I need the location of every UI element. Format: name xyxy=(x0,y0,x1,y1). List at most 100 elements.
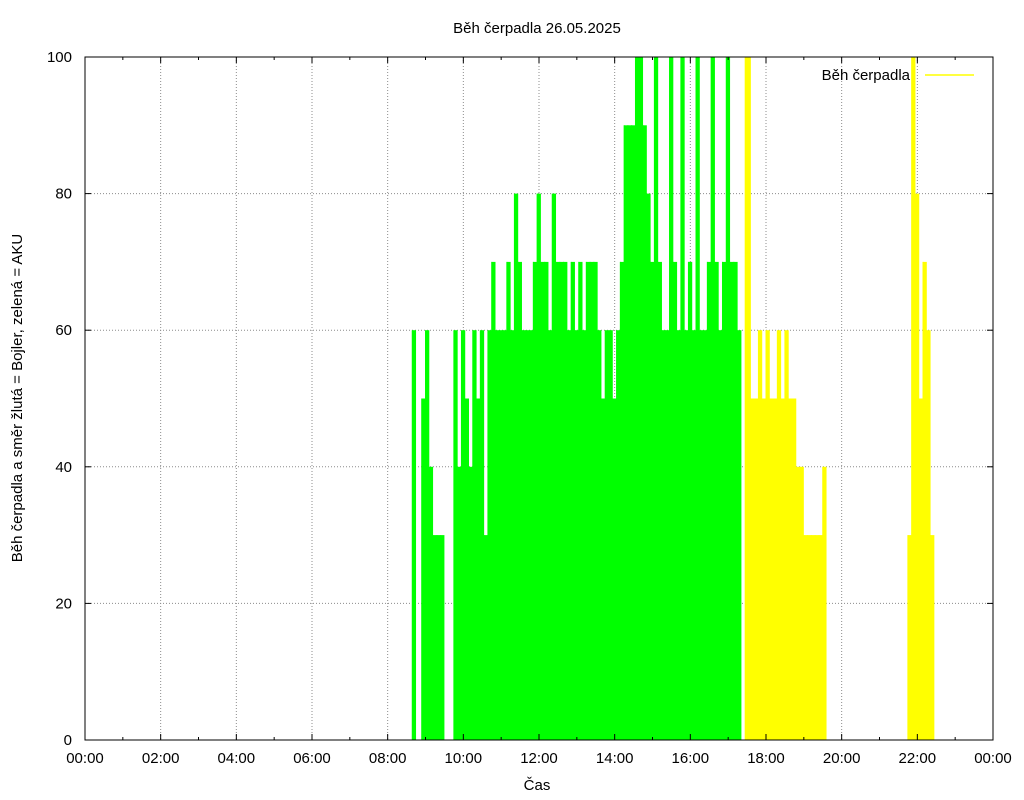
bar xyxy=(624,125,628,741)
bar xyxy=(788,398,793,740)
bar xyxy=(733,261,738,740)
bar xyxy=(525,330,530,740)
bar xyxy=(529,330,534,740)
bar xyxy=(582,330,587,740)
x-tick-label: 08:00 xyxy=(369,750,407,767)
x-tick-label: 00:00 xyxy=(66,750,104,767)
chart-title: Běh čerpadla 26.05.2025 xyxy=(453,20,621,37)
bar xyxy=(506,261,511,740)
bar xyxy=(919,398,924,740)
x-tick-label: 22:00 xyxy=(899,750,937,767)
bar xyxy=(930,535,935,740)
bar xyxy=(677,330,681,740)
bar xyxy=(620,261,625,740)
x-axis-label: Čas xyxy=(524,777,551,794)
bar xyxy=(650,261,655,740)
bar xyxy=(465,398,470,740)
bar xyxy=(429,466,434,740)
bar xyxy=(533,261,538,740)
bar xyxy=(472,330,477,740)
bar xyxy=(440,535,445,740)
bar xyxy=(627,125,632,741)
bar xyxy=(646,193,651,741)
bar xyxy=(436,535,441,740)
bar xyxy=(635,57,640,740)
bar xyxy=(495,330,500,740)
x-tick-label: 04:00 xyxy=(218,750,256,767)
bar xyxy=(612,398,617,740)
bar xyxy=(578,261,583,740)
bar xyxy=(563,261,568,740)
bar xyxy=(480,330,485,740)
bar xyxy=(631,125,636,741)
bar xyxy=(453,330,458,740)
y-tick-label: 80 xyxy=(55,186,72,203)
bar xyxy=(537,193,541,741)
bar xyxy=(714,261,719,740)
bar xyxy=(597,330,602,740)
bar xyxy=(661,330,666,740)
bar xyxy=(730,261,734,740)
bar xyxy=(518,261,522,740)
bar xyxy=(510,330,515,740)
bar xyxy=(593,261,598,740)
bar xyxy=(800,466,804,740)
bar xyxy=(758,330,763,740)
x-tick-label: 00:00 xyxy=(974,750,1012,767)
bar xyxy=(421,398,426,740)
x-tick-label: 06:00 xyxy=(293,750,331,767)
bar xyxy=(514,193,519,741)
x-tick-labels: 00:00 02:00 04:00 06:00 08:00 10:00 12:00 14:00… xyxy=(66,750,1012,767)
bar xyxy=(639,57,644,740)
bar xyxy=(692,330,697,740)
bar xyxy=(658,261,662,740)
bar xyxy=(590,261,594,740)
bar xyxy=(750,398,755,740)
bar xyxy=(926,330,931,740)
bar xyxy=(726,57,731,740)
y-tick-label: 60 xyxy=(55,322,72,339)
bar xyxy=(433,535,437,740)
bar xyxy=(766,330,770,740)
bar xyxy=(457,466,462,740)
bar xyxy=(559,261,564,740)
y-tick-label: 20 xyxy=(55,595,72,612)
bar xyxy=(412,330,417,740)
ticks xyxy=(84,56,994,741)
bar xyxy=(540,261,545,740)
bar xyxy=(616,330,621,740)
bar xyxy=(762,398,766,740)
bar xyxy=(461,330,466,740)
bar xyxy=(521,330,526,740)
x-tick-label: 12:00 xyxy=(520,750,558,767)
bar xyxy=(711,57,715,740)
bar xyxy=(811,535,816,740)
bar xyxy=(818,535,823,740)
bar xyxy=(784,330,789,740)
bar xyxy=(643,125,647,741)
legend: Běh čerpadla xyxy=(822,67,974,84)
bar xyxy=(796,466,801,740)
bar xyxy=(915,193,920,741)
bar xyxy=(491,261,496,740)
bar xyxy=(552,193,557,741)
bar xyxy=(544,261,549,740)
bar xyxy=(654,57,659,740)
bar xyxy=(769,398,774,740)
bar xyxy=(503,330,507,740)
bar xyxy=(781,398,785,740)
bar xyxy=(807,535,812,740)
bar xyxy=(556,261,560,740)
y-tick-labels: 0 20 40 60 80 100 xyxy=(47,49,72,749)
y-tick-label: 40 xyxy=(55,459,72,476)
bar xyxy=(586,261,591,740)
x-tick-label: 20:00 xyxy=(823,750,861,767)
y-tick-label: 100 xyxy=(47,49,72,66)
bar xyxy=(822,466,827,740)
bar xyxy=(684,330,689,740)
bars xyxy=(411,57,935,741)
x-tick-label: 16:00 xyxy=(672,750,710,767)
bar xyxy=(737,330,742,740)
bar xyxy=(754,398,759,740)
